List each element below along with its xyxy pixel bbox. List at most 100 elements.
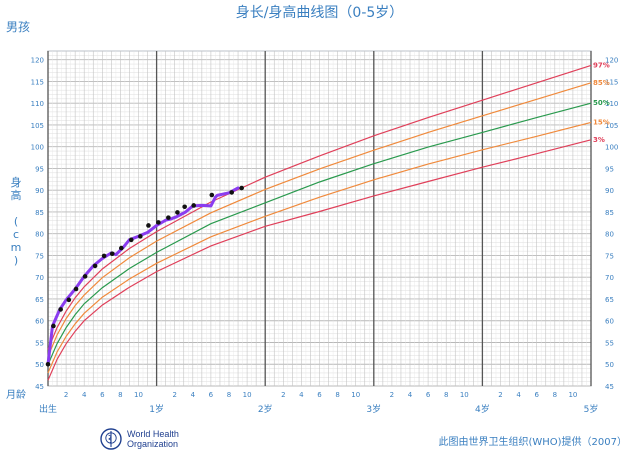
child-measurement-point: [191, 203, 197, 208]
child-measurement-point: [229, 190, 235, 195]
child-measurement-point: [109, 251, 115, 257]
who-name: World Health Organization: [127, 429, 179, 449]
x-year-label: 2岁: [258, 403, 273, 415]
gender-label: 男孩: [6, 20, 31, 34]
child-measurement-point: [128, 237, 134, 243]
x-month-tick-label: 6: [209, 391, 214, 399]
y-tick-label-left: 75: [35, 252, 44, 260]
credit-text: 此图由世界卫生组织(WHO)提供（2007）: [438, 437, 627, 448]
x-month-tick-label: 8: [118, 391, 122, 399]
percentile-label: 85%: [593, 79, 610, 87]
x-month-tick-label: 4: [82, 391, 87, 399]
y-tick-label-right: 115: [605, 78, 618, 86]
y-tick-label-left: 65: [35, 296, 44, 304]
y-tick-label-left: 120: [31, 57, 44, 65]
y-tick-label-left: 115: [31, 78, 44, 86]
child-measurement-point: [209, 192, 215, 198]
child-measurement-point: [66, 297, 72, 303]
y-tick-label-left: 85: [35, 209, 44, 217]
child-measurement-point: [239, 185, 244, 191]
grid-lines: [47, 50, 592, 387]
y-tick-label-right: 100: [605, 144, 618, 152]
percentile-line-3p: [47, 139, 592, 381]
y-tick-label-left: 50: [35, 361, 44, 369]
percentile-line-85p: [47, 82, 592, 357]
x-axis-title: 月龄: [6, 390, 26, 401]
percentile-label: 97%: [593, 61, 610, 69]
x-year-label: 出生: [39, 403, 57, 415]
percentile-label: 15%: [593, 118, 610, 126]
y-tick-label-right: 65: [605, 296, 614, 304]
x-month-tick-label: 2: [172, 391, 176, 399]
child-measurement-point: [101, 253, 107, 259]
percentile-curves: [47, 64, 592, 381]
child-measurement-point: [166, 215, 171, 220]
x-month-tick-label: 2: [64, 391, 68, 399]
x-month-tick-label: 4: [299, 391, 304, 399]
child-measurement-point: [92, 263, 98, 269]
percentile-label: 3%: [593, 136, 605, 144]
who-logo-block: World Health Organization: [100, 428, 179, 450]
y-axis-title-char: ): [13, 254, 19, 267]
child-measurement-point: [73, 286, 79, 292]
x-month-tick-label: 6: [426, 391, 431, 399]
y-tick-label-left: 95: [35, 165, 44, 173]
percentile-label: 50%: [593, 99, 610, 107]
y-tick-label-right: 105: [605, 122, 618, 130]
x-month-tick-label: 10: [351, 391, 360, 399]
child-measurement-point: [182, 204, 187, 210]
y-tick-label-right: 45: [605, 383, 614, 391]
y-tick-label-left: 105: [31, 122, 44, 130]
x-month-tick-label: 6: [317, 391, 322, 399]
x-month-tick-label: 6: [534, 391, 539, 399]
x-month-tick-label: 10: [460, 391, 469, 399]
y-tick-label-left: 110: [31, 100, 44, 108]
y-tick-label-left: 70: [35, 274, 44, 282]
x-month-tick-label: 6: [100, 391, 105, 399]
child-measurement-point: [175, 210, 180, 215]
y-tick-label-left: 80: [35, 231, 44, 239]
y-axis-title: 身高 (c m): [7, 176, 25, 267]
child-measurement-point: [146, 223, 151, 228]
child-measurement-point: [119, 245, 124, 251]
x-month-tick-label: 10: [243, 391, 252, 399]
x-month-tick-label: 4: [516, 391, 521, 399]
y-tick-label-right: 50: [605, 361, 614, 369]
x-month-tick-label: 10: [134, 391, 143, 399]
percentile-line-97p: [47, 64, 592, 350]
x-year-label: 5岁: [584, 403, 599, 415]
y-tick-label-right: 110: [605, 100, 618, 108]
y-tick-label-left: 45: [35, 383, 44, 391]
x-month-tick-label: 8: [335, 391, 339, 399]
x-month-tick-label: 4: [191, 391, 196, 399]
x-month-tick-label: 10: [568, 391, 577, 399]
child-measurement-point: [45, 361, 51, 367]
x-month-tick-label: 8: [227, 391, 231, 399]
page-title: 身长/身高曲线图（0-5岁）: [235, 5, 404, 21]
y-axis-title-char: m: [10, 241, 22, 254]
y-tick-label-left: 100: [31, 144, 44, 152]
percentile-line-15p: [47, 121, 592, 374]
x-month-tick-label: 2: [390, 391, 394, 399]
y-tick-label-right: 60: [605, 318, 614, 326]
child-measurement-point: [58, 307, 63, 312]
y-tick-label-left: 90: [35, 187, 44, 195]
x-month-tick-label: 8: [444, 391, 448, 399]
y-axis-title-char: (: [13, 215, 19, 228]
y-axis-title-char: 高: [10, 189, 22, 202]
y-axis-title-char: 身: [10, 176, 22, 189]
x-month-tick-label: 4: [408, 391, 413, 399]
percentile-line-50p: [47, 102, 592, 365]
y-axis-title-char: c: [12, 228, 20, 241]
y-tick-label-right: 80: [605, 231, 614, 239]
y-tick-label-left: 60: [35, 318, 44, 326]
x-year-label: 3岁: [366, 403, 381, 415]
x-year-label: 4岁: [475, 403, 490, 415]
y-tick-label-right: 70: [605, 274, 614, 282]
y-tick-label-left: 55: [35, 339, 44, 347]
x-month-tick-label: 8: [553, 391, 557, 399]
child-measurement-point: [138, 234, 143, 239]
x-month-tick-label: 2: [281, 391, 285, 399]
x-year-label: 1岁: [149, 403, 164, 415]
